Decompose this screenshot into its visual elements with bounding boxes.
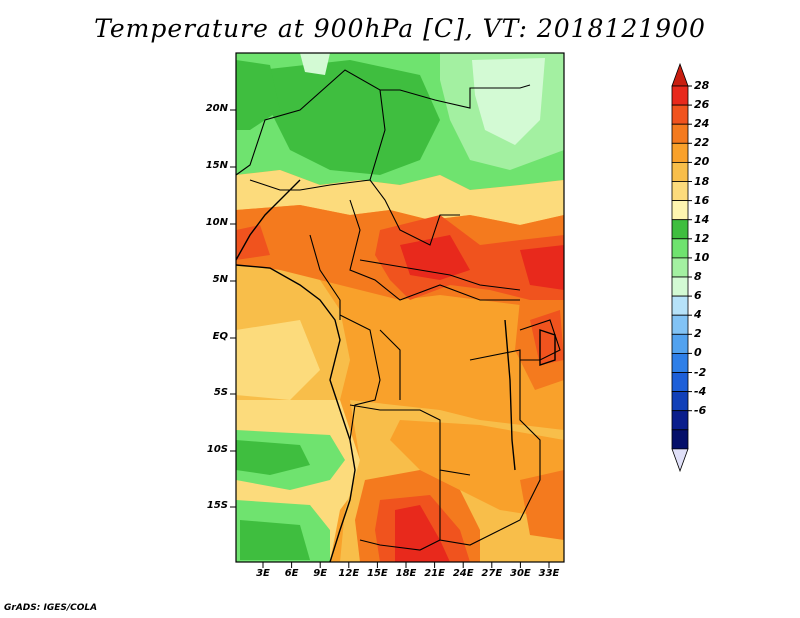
colorbar-swatch [671,142,689,163]
colorbar-swatch [671,333,689,354]
colorbar-swatch [671,429,689,450]
lon-label: 21E [424,568,445,579]
lat-label: 15S [206,500,228,511]
lon-label: 30E [510,568,531,579]
colorbar-swatch [671,161,689,182]
colorbar-label: -2 [694,365,707,379]
colorbar-label: 6 [694,289,702,303]
colorbar-swatch [671,219,689,240]
colorbar-label: 20 [694,155,710,169]
lon-label: 6E [284,568,299,579]
colorbar-label: 10 [694,250,710,264]
colorbar-swatch [671,200,689,221]
colorbar-swatch [671,85,689,106]
colorbar-top-arrow [671,62,689,87]
colorbar-swatch [671,295,689,316]
colorbar-label: 22 [694,136,710,150]
lat-ticks [230,109,236,508]
map-frame [235,52,565,563]
colorbar-label: 14 [694,212,710,226]
lon-label: 27E [481,568,503,579]
colorbar-label: 28 [694,79,710,92]
lon-ticks [262,562,550,568]
footer-credit: GrADS: IGES/COLA [4,603,98,613]
colorbar-swatch [671,410,689,431]
lat-label: 10N [205,217,228,228]
lat-label: 10S [206,444,228,455]
colorbar-swatch [671,238,689,259]
colorbar-label: -6 [694,403,707,417]
lon-label: 24E [452,568,474,579]
colorbar-label: 4 [694,308,702,322]
colorbar-label: 12 [694,231,710,245]
chart-title: Temperature at 900hPa [C], VT: 201812190… [94,14,706,43]
lon-label: 12E [338,568,360,579]
lon-label: 33E [538,568,560,579]
colorbar-swatch [671,391,689,412]
colorbar-label: 8 [694,270,702,283]
lat-label: 5N [212,274,228,285]
lat-label: 20N [205,103,228,114]
colorbar-swatch [671,352,689,373]
lon-label: 3E [256,568,270,579]
colorbar-label: -4 [694,384,707,398]
lat-label: 15N [205,160,228,171]
lon-label: 9E [313,568,328,579]
lat-label: EQ [212,331,228,342]
colorbar-swatch [671,314,689,335]
colorbar-swatch [671,257,689,278]
lon-label: 15E [367,568,388,579]
colorbar-label: 2 [694,327,702,341]
lon-label: 18E [395,568,417,579]
colorbar-swatch [671,372,689,393]
colorbar-bottom-arrow [671,448,689,473]
coastlines [235,179,556,563]
colorbar-swatch [671,123,689,144]
colorbar-label: 18 [694,174,710,188]
temperature-field [236,53,564,562]
colorbar-label: 26 [694,98,710,112]
colorbar-label: 16 [694,193,710,207]
lat-label: 5S [213,387,228,398]
colorbar [671,62,692,473]
country-borders [235,69,561,551]
colorbar-swatch [671,181,689,202]
colorbar-swatch [671,276,689,297]
colorbar-label: 0 [694,346,702,360]
colorbar-swatch [671,104,689,125]
colorbar-label: 24 [694,117,710,131]
